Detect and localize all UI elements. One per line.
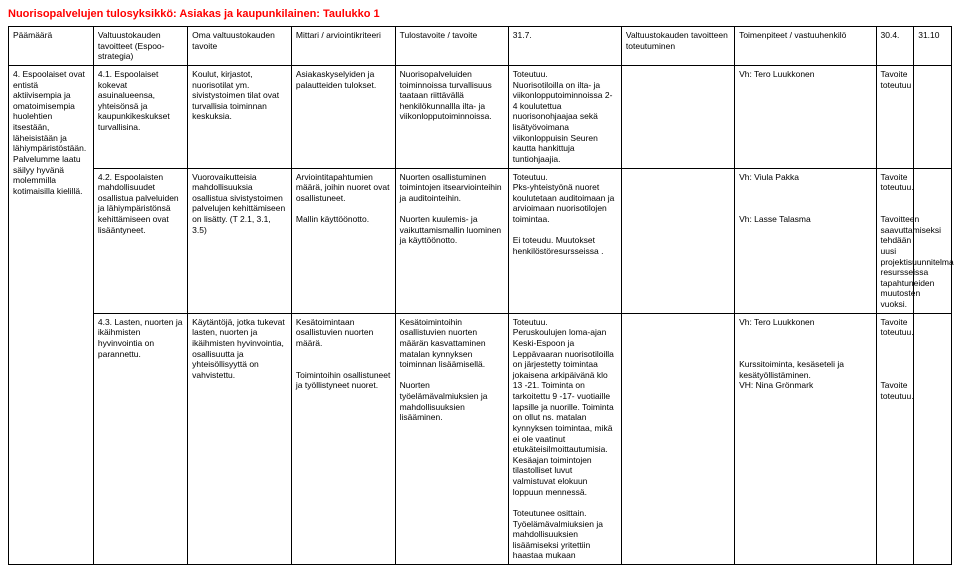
header-3110: 31.10 bbox=[914, 27, 952, 66]
cell: 4.3. Lasten, nuorten ja ikäihmisten hyvi… bbox=[93, 313, 187, 564]
cell: Tavoite toteutuu bbox=[876, 65, 914, 168]
cell: Kesätoimintoihin osallistuvien nuorten m… bbox=[395, 313, 508, 564]
cell: Tavoite toteutuu.Tavoitteen saavuttamise… bbox=[876, 168, 914, 313]
header-toteutuminen: Valtuustokauden tavoitteen toteutuminen bbox=[621, 27, 734, 66]
header-304: 30.4. bbox=[876, 27, 914, 66]
cell bbox=[914, 313, 952, 564]
header-oma-tavoite: Oma valtuustokauden tavoite bbox=[188, 27, 292, 66]
cell: Vh: Tero Luukkonen bbox=[735, 65, 876, 168]
document-table: Päämäärä Valtuustokauden tavoitteet (Esp… bbox=[8, 26, 952, 565]
cell: Tavoite toteutuu.Tavoite toteutuu. bbox=[876, 313, 914, 564]
table-row: 4. Espoolaiset ovat entistä aktiivisempi… bbox=[9, 65, 952, 168]
cell: Kesätoimintaan osallistuvien nuorten mää… bbox=[291, 313, 395, 564]
cell: Vh: Tero LuukkonenKurssitoiminta, kesäse… bbox=[735, 313, 876, 564]
table-title: Nuorisopalvelujen tulosyksikkö: Asiakas … bbox=[8, 8, 952, 20]
cell: Nuorten osallistuminen toimintojen itsea… bbox=[395, 168, 508, 313]
cell bbox=[621, 313, 734, 564]
cell: Arviointitapahtumien määrä, joihin nuore… bbox=[291, 168, 395, 313]
cell: Vh: Viula PakkaVh: Lasse Talasma bbox=[735, 168, 876, 313]
cell: 4.1. Espoolaiset kokevat asuinalueensa, … bbox=[93, 65, 187, 168]
cell: Asiakaskyselyiden ja palautteiden tuloks… bbox=[291, 65, 395, 168]
header-317: 31.7. bbox=[508, 27, 621, 66]
table-row: 4.3. Lasten, nuorten ja ikäihmisten hyvi… bbox=[9, 313, 952, 564]
cell bbox=[914, 65, 952, 168]
cell: Nuorisopalveluiden toiminnoissa turvalli… bbox=[395, 65, 508, 168]
cell: Toteutuu.Nuorisotiloilla on ilta- ja vii… bbox=[508, 65, 621, 168]
header-paamaara: Päämäärä bbox=[9, 27, 94, 66]
table-row: 4.2. Espoolaisten mahdollisuudet osallis… bbox=[9, 168, 952, 313]
header-row: Päämäärä Valtuustokauden tavoitteet (Esp… bbox=[9, 27, 952, 66]
cell-paamaara: 4. Espoolaiset ovat entistä aktiivisempi… bbox=[9, 65, 94, 564]
cell: Koulut, kirjastot, nuorisotilat ym. sivi… bbox=[188, 65, 292, 168]
cell: Toteutuu.Pks-yhteistyönä nuoret koulutet… bbox=[508, 168, 621, 313]
cell bbox=[621, 168, 734, 313]
header-toimenpiteet: Toimenpiteet / vastuuhenkilö bbox=[735, 27, 876, 66]
cell bbox=[621, 65, 734, 168]
header-tulostavoite: Tulostavoite / tavoite bbox=[395, 27, 508, 66]
cell: Käytäntöjä, jotka tukevat lasten, nuorte… bbox=[188, 313, 292, 564]
cell: Vuorovaikutteisia mahdollisuuksia osalli… bbox=[188, 168, 292, 313]
cell: 4.2. Espoolaisten mahdollisuudet osallis… bbox=[93, 168, 187, 313]
header-tavoitteet: Valtuustokauden tavoitteet (Espoo-strate… bbox=[93, 27, 187, 66]
cell: Toteutuu.Peruskoulujen loma-ajan Keski-E… bbox=[508, 313, 621, 564]
header-mittari: Mittari / arviointikriteeri bbox=[291, 27, 395, 66]
